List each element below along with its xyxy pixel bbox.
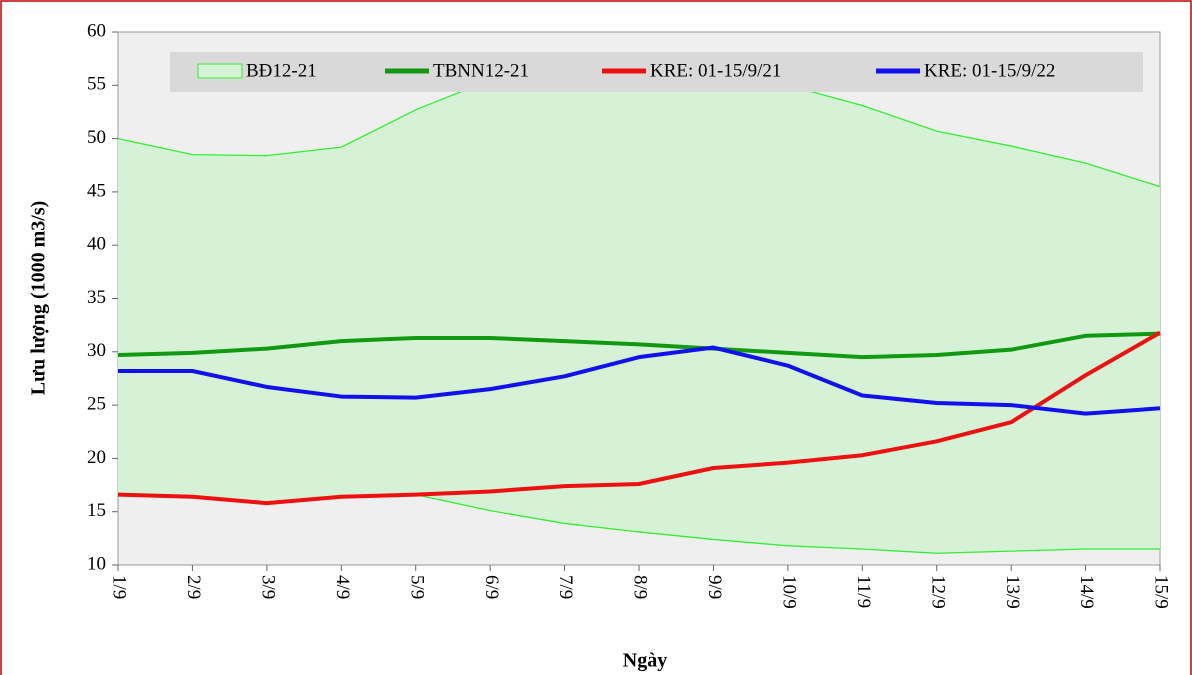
- x-tick-label: 2/9: [183, 575, 204, 599]
- y-tick-label: 55: [87, 74, 106, 95]
- x-tick-label: 8/9: [630, 575, 651, 599]
- x-tick-label: 13/9: [1002, 575, 1023, 609]
- y-axis-title: Lưu lượng (1000 m3/s): [28, 201, 50, 396]
- x-tick-label: 14/9: [1076, 575, 1097, 609]
- x-tick-label: 4/9: [332, 575, 353, 599]
- y-tick-label: 25: [87, 393, 106, 414]
- x-axis-title: Ngày: [623, 650, 667, 672]
- y-tick-label: 35: [87, 287, 106, 308]
- x-tick-label: 11/9: [853, 575, 874, 608]
- y-tick-label: 15: [87, 500, 106, 521]
- legend-label: KRE: 01-15/9/21: [650, 60, 781, 81]
- x-tick-label: 10/9: [778, 575, 799, 609]
- x-tick-label: 15/9: [1151, 575, 1172, 609]
- legend-label: KRE: 01-15/9/22: [924, 60, 1055, 81]
- y-tick-label: 30: [87, 340, 106, 361]
- x-tick-label: 5/9: [406, 575, 427, 599]
- x-tick-label: 12/9: [927, 575, 948, 609]
- x-tick-label: 7/9: [555, 575, 576, 599]
- series-line: [117, 331, 1161, 360]
- series-line: [118, 345, 1161, 416]
- legend-label: BĐ12-21: [246, 60, 317, 81]
- x-tick-label: 1/9: [109, 575, 130, 599]
- y-tick-label: 40: [87, 234, 106, 255]
- series-line: [117, 330, 1161, 506]
- x-tick-label: 9/9: [704, 575, 725, 599]
- y-tick-label: 45: [87, 180, 106, 201]
- y-tick-label: 50: [87, 127, 106, 148]
- x-tick-label: 3/9: [257, 575, 278, 599]
- legend-label: TBNN12-21: [433, 60, 529, 81]
- x-tick-label: 6/9: [481, 575, 502, 599]
- legend-swatch: [197, 63, 243, 79]
- y-tick-label: 10: [87, 553, 106, 574]
- legend: [170, 52, 1143, 92]
- band-area: [118, 63, 1160, 554]
- y-tick-label: 20: [87, 447, 106, 468]
- y-tick-label: 60: [87, 20, 106, 41]
